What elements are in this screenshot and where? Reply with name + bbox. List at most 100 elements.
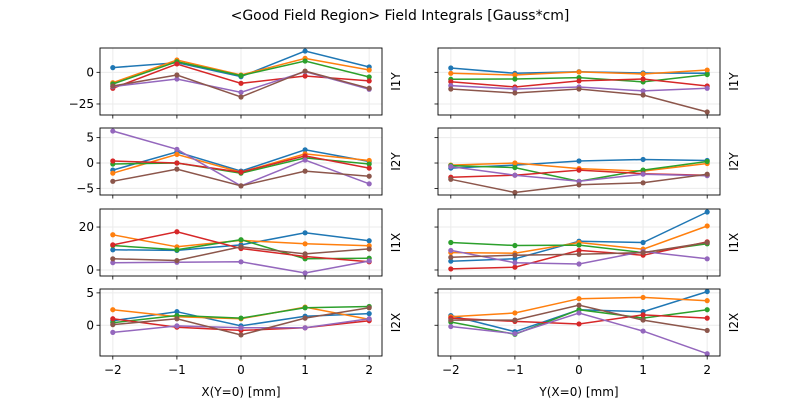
y-axis-label: I1X [389,233,403,252]
y-axis-label: I2X [389,313,403,332]
data-point [640,171,646,177]
data-point [512,256,518,262]
data-point [110,178,116,184]
data-point [302,251,308,257]
data-point [640,167,646,173]
data-point [704,239,710,246]
data-point [238,89,244,95]
data-point [576,167,582,173]
data-point [576,182,582,188]
y-axis-label: I2Y [389,152,403,171]
data-point [576,86,582,92]
axes-frame [437,127,721,196]
data-point [576,78,582,84]
data-point [174,229,180,235]
data-point [640,180,646,186]
x-tick-label: −2 [442,363,460,377]
data-point [704,298,710,304]
data-point [704,209,710,215]
data-point [704,67,710,73]
axes-frame [437,47,721,116]
data-point [238,73,244,79]
axes-frame [437,288,721,357]
y-tick-label: 5 [86,131,94,145]
data-point [512,76,518,82]
data-point [366,181,372,187]
data-point [448,258,454,264]
data-point [576,158,582,164]
data-point [366,258,372,264]
data-point [448,163,454,170]
data-point [640,76,646,82]
data-point [512,260,518,266]
data-point [448,79,454,85]
y-tick-label: −5 [76,181,94,195]
data-point [448,70,454,76]
data-point [110,65,116,71]
x-tick-label: 0 [575,363,583,377]
x-tick-label: 2 [365,363,373,377]
data-point [174,146,180,152]
data-point [110,260,116,266]
data-point [174,61,180,67]
data-point [238,325,244,331]
subplot-right-I1X: I1X [434,208,741,280]
axes-frame [99,127,383,196]
x-axis-label: X(Y=0) [mm] [201,385,280,399]
data-point [448,247,454,254]
data-point [576,251,582,257]
y-axis-label: I1X [727,233,741,252]
data-point [174,166,180,172]
data-point [238,169,244,175]
data-point [174,247,180,253]
data-point [576,302,582,308]
data-point [366,173,372,179]
data-point [512,242,518,249]
data-point [110,316,116,322]
data-point [302,241,308,247]
data-point [110,322,116,328]
data-point [238,315,244,321]
data-point [512,331,518,337]
x-tick-label: −2 [104,363,122,377]
data-point [366,316,372,322]
data-point [704,307,710,313]
data-point [238,332,244,338]
data-point [238,183,244,189]
data-point [576,69,582,75]
data-point [448,239,454,246]
data-point [302,58,308,64]
subplot-left-I1Y: −25 0 I1Y [69,47,403,119]
data-point [576,296,582,302]
data-point [704,158,710,165]
data-point [640,88,646,94]
data-point [174,160,180,166]
y-axis-label: I2X [727,313,741,332]
data-point [640,71,646,77]
data-point [110,170,116,176]
data-point [302,153,308,159]
data-point [110,242,116,248]
data-point [576,247,582,254]
data-point [704,288,710,295]
axes-frame [99,208,383,277]
x-tick-label: −1 [506,363,524,377]
data-point [704,315,710,321]
data-point [512,310,518,316]
data-point [110,83,116,89]
data-point [576,321,582,327]
data-point [512,160,518,166]
data-point [640,312,646,318]
data-point [366,310,372,317]
data-point [110,256,116,262]
subplot-right-I2Y: I2Y [434,127,741,199]
data-point [366,157,372,164]
data-point [576,310,582,316]
data-point [704,351,710,357]
data-point [302,68,308,74]
data-point [366,246,372,252]
data-point [110,329,116,335]
data-point [576,261,582,267]
data-point [366,67,372,73]
